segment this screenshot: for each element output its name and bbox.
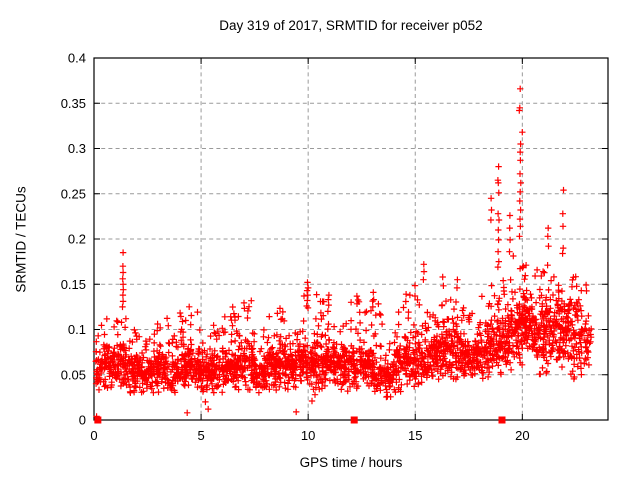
x-tick-label: 20: [515, 428, 529, 443]
y-axis-label: SRMTID / TECUs: [13, 186, 29, 293]
x-tick-label: 0: [90, 428, 97, 443]
chart-title: Day 319 of 2017, SRMTID for receiver p05…: [219, 18, 483, 33]
zero-square-marker: [498, 416, 506, 424]
y-tick-label: 0.05: [61, 367, 86, 382]
zero-square-marker: [94, 416, 102, 424]
x-axis-label: GPS time / hours: [299, 455, 403, 470]
y-tick-label: 0: [79, 413, 86, 428]
x-tick-label: 5: [197, 428, 204, 443]
y-tick-label: 0.1: [68, 322, 86, 337]
x-tick-label: 15: [408, 428, 422, 443]
y-tick-label: 0.4: [68, 51, 86, 66]
x-tick-label: 10: [301, 428, 315, 443]
y-tick-label: 0.35: [61, 96, 86, 111]
scatter-points: [92, 85, 595, 420]
y-tick-label: 0.3: [68, 141, 86, 156]
y-tick-label: 0.2: [68, 232, 86, 247]
grid-lines: [94, 58, 608, 420]
y-tick-label: 0.25: [61, 186, 86, 201]
y-tick-label: 0.15: [61, 277, 86, 292]
zero-square-marker: [350, 416, 358, 424]
